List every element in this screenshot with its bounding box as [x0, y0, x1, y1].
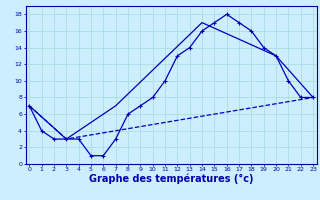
X-axis label: Graphe des températures (°c): Graphe des températures (°c)	[89, 174, 253, 184]
